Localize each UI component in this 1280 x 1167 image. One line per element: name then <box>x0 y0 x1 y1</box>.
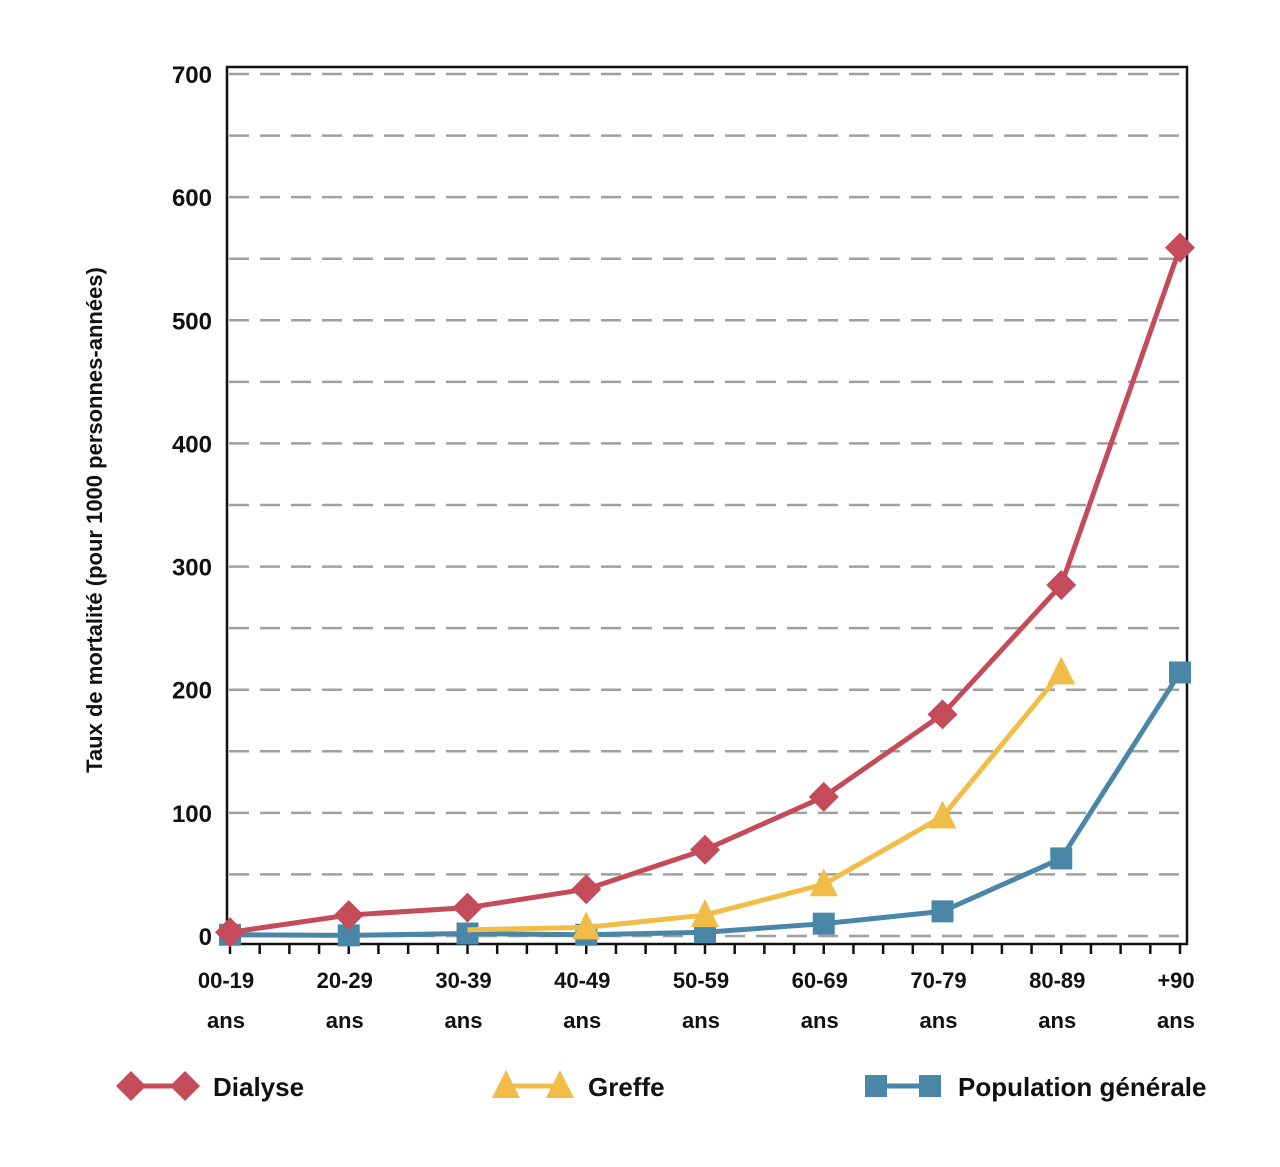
data-point-triangle <box>809 868 838 897</box>
x-category-sublabel: ans <box>682 1008 720 1033</box>
x-category-sublabel: ans <box>920 1008 958 1033</box>
x-category-sublabel: ans <box>1038 1008 1076 1033</box>
x-category-sublabel: ans <box>445 1008 483 1033</box>
legend-marker-diamond <box>170 1071 200 1101</box>
legend-item: Population générale <box>865 1072 1207 1102</box>
data-point-triangle <box>928 800 957 829</box>
x-category-label: 70-79 <box>910 968 966 993</box>
data-point-diamond <box>927 699 958 730</box>
data-point-triangle <box>572 911 601 940</box>
data-point-diamond <box>690 834 720 865</box>
x-category-sublabel: ans <box>207 1008 245 1033</box>
x-category-sublabel: ans <box>326 1008 364 1033</box>
plot-frame <box>225 65 1189 946</box>
data-point-diamond <box>333 900 364 931</box>
series <box>215 232 1195 948</box>
x-category-label: +90 <box>1157 968 1194 993</box>
x-category-label: 00-19 <box>198 968 254 993</box>
data-point-square <box>456 922 479 945</box>
data-point-diamond <box>215 917 245 948</box>
x-category-label: 60-69 <box>792 968 848 993</box>
legend-label: Greffe <box>588 1072 665 1102</box>
legend-marker-diamond <box>116 1071 146 1101</box>
legend-marker-square <box>865 1075 887 1097</box>
legend-label: Population générale <box>958 1072 1207 1102</box>
x-category-label: 50-59 <box>673 968 729 993</box>
legend-item: Dialyse <box>116 1071 304 1102</box>
y-tick-label: 200 <box>172 678 212 705</box>
x-axis-ticks: 00-19 ans 20-29 ans 30-39 ans 40-49 ans 50-59 ans… <box>198 944 1195 1033</box>
data-point-square <box>812 912 835 935</box>
x-category-label: 20-29 <box>317 968 373 993</box>
y-tick-label: 400 <box>172 431 212 458</box>
y-tick-label: 100 <box>172 801 212 828</box>
series-greffe <box>467 656 1076 940</box>
data-point-triangle <box>1047 656 1076 685</box>
y-tick-label: 300 <box>172 555 212 582</box>
y-tick-label: 600 <box>172 185 212 212</box>
data-point-triangle <box>691 899 719 928</box>
x-category-sublabel: ans <box>801 1008 839 1033</box>
x-category-label: 40-49 <box>554 968 610 993</box>
series-dialyse <box>215 232 1195 948</box>
data-point-square <box>1169 661 1191 684</box>
x-category-label: 30-39 <box>435 968 491 993</box>
gridlines <box>229 72 1185 938</box>
legend-label: Dialyse <box>213 1072 304 1102</box>
y-tick-label: 700 <box>172 62 212 89</box>
data-point-square <box>1050 847 1073 870</box>
legend-marker-square <box>919 1075 941 1097</box>
data-point-diamond <box>808 781 839 812</box>
series-line <box>229 246 1183 935</box>
data-point-square <box>337 924 360 947</box>
data-point-diamond <box>571 874 602 905</box>
y-tick-label: 500 <box>172 308 212 335</box>
series-line <box>467 670 1064 933</box>
y-axis-ticks: 0 100 200 300 400 500 600 700 <box>172 62 212 951</box>
x-category-sublabel: ans <box>1157 1008 1195 1033</box>
data-point-diamond <box>452 892 483 923</box>
data-point-square <box>931 900 954 923</box>
y-tick-label: 0 <box>199 924 212 951</box>
series-line <box>229 671 1183 938</box>
data-point-diamond <box>1165 232 1195 263</box>
data-point-diamond <box>1046 570 1077 601</box>
y-axis-label: Taux de mortalité (pour 1000 personnes-a… <box>82 267 107 773</box>
x-category-sublabel: ans <box>563 1008 601 1033</box>
x-category-label: 80-89 <box>1029 968 1085 993</box>
legend: Dialyse Greffe Population générale <box>116 1070 1207 1102</box>
legend-marker-triangle <box>546 1070 574 1098</box>
legend-item: Greffe <box>492 1070 665 1102</box>
plot-frame-rect <box>225 65 1189 946</box>
legend-marker-triangle <box>492 1070 520 1098</box>
